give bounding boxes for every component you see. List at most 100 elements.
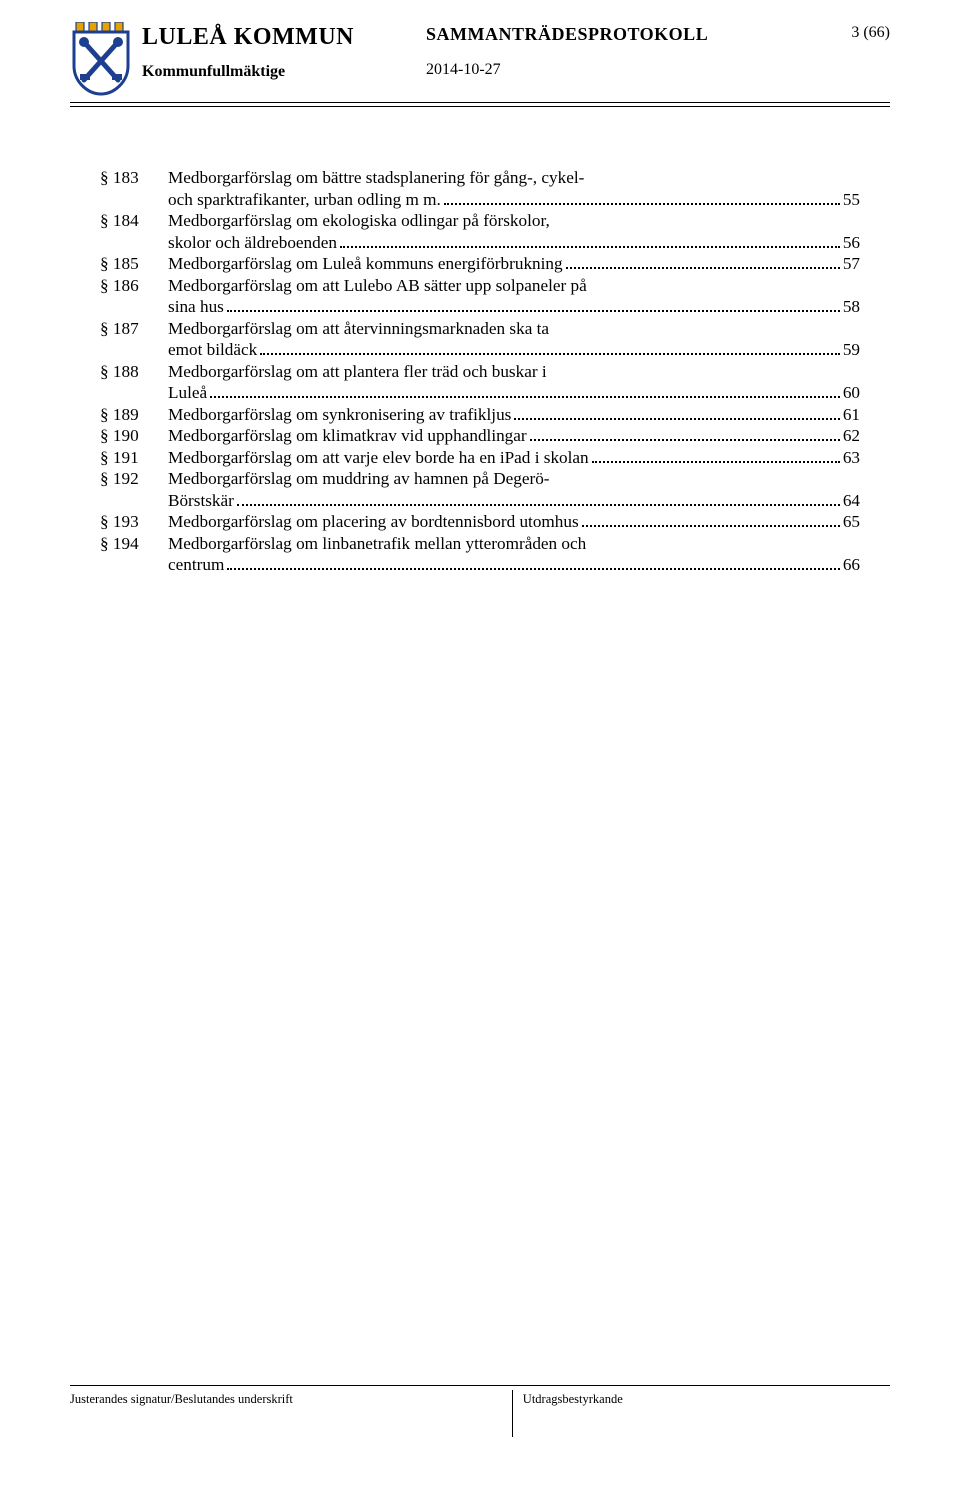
toc-entry: Medborgarförslag om att återvinningsmark…: [168, 318, 860, 361]
toc-line: Medborgarförslag om Luleå kommuns energi…: [168, 253, 860, 275]
municipal-crest-icon: [70, 22, 132, 96]
toc-page-number: 61: [843, 404, 860, 426]
toc-text: Medborgarförslag om synkronisering av tr…: [168, 404, 511, 426]
page-number: 3 (66): [814, 24, 890, 42]
toc-row: § 187Medborgarförslag om att återvinning…: [100, 318, 860, 361]
toc-section-number: § 187: [100, 318, 168, 340]
header-left-col: LULEÅ KOMMUN Kommunfullmäktige: [142, 22, 422, 81]
toc-text: Börstskär: [168, 490, 234, 512]
toc-entry: Medborgarförslag om synkronisering av tr…: [168, 404, 860, 426]
toc-text: och sparktrafikanter, urban odling m m.: [168, 189, 441, 211]
toc-row: § 193Medborgarförslag om placering av bo…: [100, 511, 860, 533]
toc-page-number: 55: [843, 189, 860, 211]
toc-line: Medborgarförslag om klimatkrav vid uppha…: [168, 425, 860, 447]
toc-leader: [566, 257, 840, 269]
toc-page-number: 56: [843, 232, 860, 254]
toc-leader: [227, 300, 840, 312]
page-footer: Justerandes signatur/Beslutandes undersk…: [70, 1385, 890, 1437]
footer-rule: [70, 1385, 890, 1386]
header-row: LULEÅ KOMMUN Kommunfullmäktige SAMMANTRÄ…: [70, 22, 890, 96]
footer-attestation-label: Utdragsbestyrkande: [513, 1390, 890, 1437]
toc-text: sina hus: [168, 296, 224, 318]
toc-row: § 188Medborgarförslag om att plantera fl…: [100, 361, 860, 404]
toc-row: § 184Medborgarförslag om ekologiska odli…: [100, 210, 860, 253]
toc-row: § 183Medborgarförslag om bättre stadspla…: [100, 167, 860, 210]
toc-entry: Medborgarförslag om placering av bordten…: [168, 511, 860, 533]
toc-leader: [210, 386, 840, 398]
toc-entry: Medborgarförslag om att plantera fler tr…: [168, 361, 860, 404]
toc-section-number: § 185: [100, 253, 168, 275]
toc-entry: Medborgarförslag om muddring av hamnen p…: [168, 468, 860, 511]
toc-body: § 183Medborgarförslag om bättre stadspla…: [0, 107, 960, 576]
toc-section-number: § 186: [100, 275, 168, 297]
toc-section-number: § 194: [100, 533, 168, 555]
toc-page-number: 60: [843, 382, 860, 404]
toc-text: Medborgarförslag om att varje elev borde…: [168, 447, 589, 469]
toc-line: centrum 66: [168, 554, 860, 576]
org-title: LULEÅ KOMMUN: [142, 24, 422, 51]
toc-text: skolor och äldreboenden: [168, 232, 337, 254]
footer-signature-label: Justerandes signatur/Beslutandes undersk…: [70, 1390, 513, 1437]
toc-text: Medborgarförslag om linbanetrafik mellan…: [168, 533, 586, 555]
toc-entry: Medborgarförslag om att varje elev borde…: [168, 447, 860, 469]
toc-line: Medborgarförslag om linbanetrafik mellan…: [168, 533, 860, 555]
toc-entry: Medborgarförslag om att Lulebo AB sätter…: [168, 275, 860, 318]
toc-leader: [514, 407, 839, 419]
toc-section-number: § 184: [100, 210, 168, 232]
toc-line: Börstskär 64: [168, 490, 860, 512]
toc-line: Medborgarförslag om ekologiska odlingar …: [168, 210, 860, 232]
document-date: 2014-10-27: [426, 61, 814, 79]
toc-line: Medborgarförslag om att varje elev borde…: [168, 447, 860, 469]
toc-line: Medborgarförslag om synkronisering av tr…: [168, 404, 860, 426]
toc-text: emot bildäck: [168, 339, 257, 361]
toc-text: Medborgarförslag om klimatkrav vid uppha…: [168, 425, 527, 447]
toc-row: § 186Medborgarförslag om att Lulebo AB s…: [100, 275, 860, 318]
toc-line: Medborgarförslag om att plantera fler tr…: [168, 361, 860, 383]
toc-page-number: 64: [843, 490, 860, 512]
toc-section-number: § 190: [100, 425, 168, 447]
toc-text: Medborgarförslag om att Lulebo AB sätter…: [168, 275, 587, 297]
toc-text: Medborgarförslag om bättre stadsplanerin…: [168, 167, 584, 189]
toc-entry: Medborgarförslag om linbanetrafik mellan…: [168, 533, 860, 576]
toc-leader: [237, 493, 840, 505]
toc-section-number: § 193: [100, 511, 168, 533]
toc-line: Luleå 60: [168, 382, 860, 404]
header-rule-top: [70, 102, 890, 103]
toc-page-number: 62: [843, 425, 860, 447]
toc-line: och sparktrafikanter, urban odling m m. 5…: [168, 189, 860, 211]
toc-row: § 185Medborgarförslag om Luleå kommuns e…: [100, 253, 860, 275]
department: Kommunfullmäktige: [142, 63, 422, 81]
toc-line: Medborgarförslag om att Lulebo AB sätter…: [168, 275, 860, 297]
toc-leader: [227, 558, 839, 570]
toc-line: emot bildäck 59: [168, 339, 860, 361]
header-center-col: SAMMANTRÄDESPROTOKOLL 2014-10-27: [422, 22, 814, 79]
toc-page-number: 58: [843, 296, 860, 318]
toc-leader: [444, 192, 840, 204]
toc-text: centrum: [168, 554, 224, 576]
toc-line: skolor och äldreboenden 56: [168, 232, 860, 254]
toc-line: Medborgarförslag om placering av bordten…: [168, 511, 860, 533]
toc-section-number: § 191: [100, 447, 168, 469]
toc-leader: [592, 450, 840, 462]
toc-text: Luleå: [168, 382, 207, 404]
toc-row: § 190Medborgarförslag om klimatkrav vid …: [100, 425, 860, 447]
toc-page-number: 59: [843, 339, 860, 361]
page-header: LULEÅ KOMMUN Kommunfullmäktige SAMMANTRÄ…: [0, 0, 960, 107]
toc-row: § 194Medborgarförslag om linbanetrafik m…: [100, 533, 860, 576]
footer-columns: Justerandes signatur/Beslutandes undersk…: [70, 1390, 890, 1437]
toc-row: § 192Medborgarförslag om muddring av ham…: [100, 468, 860, 511]
toc-page-number: 66: [843, 554, 860, 576]
toc-text: Medborgarförslag om Luleå kommuns energi…: [168, 253, 563, 275]
toc-page-number: 65: [843, 511, 860, 533]
toc-page-number: 63: [843, 447, 860, 469]
toc-entry: Medborgarförslag om klimatkrav vid uppha…: [168, 425, 860, 447]
toc-text: Medborgarförslag om ekologiska odlingar …: [168, 210, 550, 232]
toc-line: Medborgarförslag om muddring av hamnen p…: [168, 468, 860, 490]
toc-leader: [260, 343, 840, 355]
toc-row: § 189Medborgarförslag om synkronisering …: [100, 404, 860, 426]
toc-text: Medborgarförslag om placering av bordten…: [168, 511, 579, 533]
toc-text: Medborgarförslag om att återvinningsmark…: [168, 318, 549, 340]
toc-leader: [582, 515, 840, 527]
toc-text: Medborgarförslag om att plantera fler tr…: [168, 361, 547, 383]
toc-section-number: § 189: [100, 404, 168, 426]
